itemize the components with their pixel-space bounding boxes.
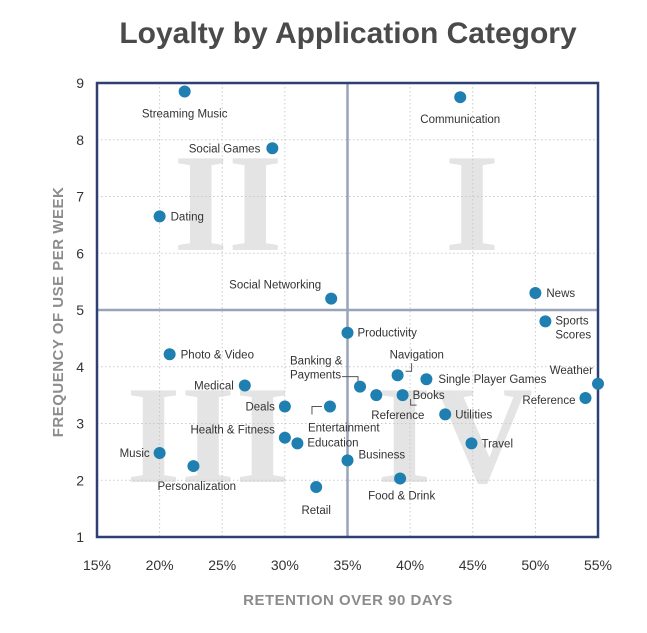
point-navigation xyxy=(391,369,404,382)
quadrant-label-2: I xyxy=(445,126,499,281)
plot-frame xyxy=(95,81,600,539)
x-tick-label: 50% xyxy=(521,557,549,573)
label-personalization: Personalization xyxy=(157,481,236,493)
point-productivity xyxy=(341,326,354,339)
point-entertainment xyxy=(323,400,336,413)
connector-navigation xyxy=(405,363,413,372)
quadrant-label-4: IV xyxy=(377,358,533,513)
x-axis-label: RETENTION OVER 90 DAYS xyxy=(243,592,453,609)
point-news xyxy=(529,286,542,299)
label-medical: Medical xyxy=(194,380,234,392)
label-connectors xyxy=(311,363,417,415)
point-sports-scores xyxy=(539,315,552,328)
x-tick-labels: 15% 20% 25% 30% 35% 40% 45% 50% 55% xyxy=(83,557,612,573)
label-banking-and-payments: Banking & Payments xyxy=(290,356,343,382)
point-labels: Streaming Music Communication Social Games… xyxy=(120,109,594,518)
point-single-player-games xyxy=(420,373,433,386)
point-books xyxy=(396,389,409,402)
label-music: Music xyxy=(120,448,150,460)
y-tick-label: 7 xyxy=(76,189,84,205)
label-streaming-music: Streaming Music xyxy=(142,109,228,121)
point-music xyxy=(153,447,166,460)
y-tick-label: 3 xyxy=(76,416,84,432)
label-navigation: Navigation xyxy=(390,349,444,361)
y-tick-label: 4 xyxy=(76,359,84,375)
point-reference xyxy=(579,391,592,404)
label-books: Books xyxy=(413,390,445,402)
label-travel: Travel xyxy=(481,438,513,450)
point-weather xyxy=(592,377,604,390)
connector-books xyxy=(410,399,417,406)
point-health-and-fitness xyxy=(278,431,291,444)
label-deals: Deals xyxy=(245,401,275,413)
point-personalization xyxy=(187,460,200,473)
label-education: Education xyxy=(307,437,358,449)
point-business xyxy=(341,454,354,467)
x-tick-label: 20% xyxy=(146,557,174,573)
point-banking-and-payments xyxy=(354,380,367,393)
label-sports-scores: Sports Scores xyxy=(555,315,591,341)
point-photo-and-video xyxy=(163,348,176,361)
x-tick-label: 30% xyxy=(271,557,299,573)
data-points xyxy=(153,85,604,494)
y-axis-label: FREQUENCY OF USE PER WEEK xyxy=(50,187,67,438)
label-weather: Weather xyxy=(550,365,593,377)
x-tick-label: 35% xyxy=(333,557,361,573)
point-education xyxy=(291,437,304,450)
y-tick-label: 6 xyxy=(76,245,84,261)
point-deals xyxy=(278,400,291,413)
connector-banking xyxy=(342,376,359,383)
y-tick-label: 2 xyxy=(76,472,84,488)
point-retail xyxy=(310,481,323,494)
label-social-games: Social Games xyxy=(189,143,261,155)
label-photo-and-video: Photo & Video xyxy=(181,349,254,361)
point-medical xyxy=(238,379,251,392)
y-tick-label: 5 xyxy=(76,302,84,318)
quadrant-label-1: II xyxy=(174,126,283,281)
point-utilities xyxy=(439,408,452,421)
x-tick-label: 45% xyxy=(459,557,487,573)
label-reference: Reference xyxy=(522,395,575,407)
y-tick-label: 9 xyxy=(76,75,84,91)
connector-entertainment xyxy=(311,405,322,415)
label-single-player-games: Single Player Games xyxy=(438,374,546,386)
point-social-networking xyxy=(325,292,338,305)
label-reference: Reference xyxy=(371,410,424,422)
label-news: News xyxy=(546,288,575,300)
label-social-networking: Social Networking xyxy=(229,280,321,292)
label-utilities: Utilities xyxy=(455,409,492,421)
y-tick-labels: 1 2 3 4 5 6 7 8 9 xyxy=(76,75,84,545)
point-communication xyxy=(454,91,467,104)
chart-title: Loyalty by Application Category xyxy=(119,17,577,50)
label-communication: Communication xyxy=(420,114,500,126)
point-travel xyxy=(465,437,478,450)
point-social-games xyxy=(266,142,279,155)
label-health-and-fitness: Health & Fitness xyxy=(191,425,276,437)
label-productivity: Productivity xyxy=(358,328,418,340)
x-tick-label: 55% xyxy=(584,557,612,573)
label-business: Business xyxy=(359,449,406,461)
point-streaming-music xyxy=(178,85,191,98)
point-reference xyxy=(370,389,383,402)
label-entertainment: Entertainment xyxy=(308,422,380,434)
x-tick-label: 40% xyxy=(396,557,424,573)
label-food-and-drink: Food & Drink xyxy=(368,491,435,503)
x-tick-label: 15% xyxy=(83,557,111,573)
label-dating: Dating xyxy=(171,211,204,223)
label-retail: Retail xyxy=(301,505,330,517)
quadrant-label-3: III xyxy=(126,358,289,513)
point-dating xyxy=(153,210,166,223)
y-tick-label: 8 xyxy=(76,132,84,148)
y-tick-label: 1 xyxy=(76,529,84,545)
x-tick-label: 25% xyxy=(208,557,236,573)
point-food-and-drink xyxy=(394,472,407,485)
